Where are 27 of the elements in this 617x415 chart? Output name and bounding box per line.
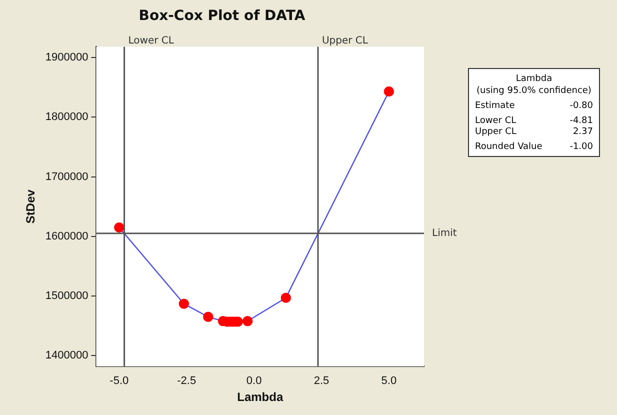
x-axis-title: Lambda bbox=[237, 390, 284, 404]
x-tick-label: 5.0 bbox=[381, 375, 397, 388]
y-tick-label: 1400000 bbox=[45, 350, 88, 362]
x-tick-label: -5.0 bbox=[110, 375, 129, 388]
y-tick-label: 1700000 bbox=[45, 170, 88, 183]
text: -1.00 bbox=[570, 142, 593, 152]
text: 2.37 bbox=[572, 127, 593, 137]
text: (using 95.0% confidence) bbox=[476, 86, 592, 96]
ref-line-label: Limit bbox=[432, 228, 457, 240]
text: -4.81 bbox=[570, 116, 593, 126]
y-tick-label: 1500000 bbox=[45, 290, 88, 302]
text: Upper CL bbox=[475, 127, 516, 137]
x-tick-label: 2.5 bbox=[314, 375, 330, 388]
x-tick-label: -2.5 bbox=[177, 375, 196, 388]
text: -0.80 bbox=[570, 101, 593, 111]
chart-title: Box-Cox Plot of DATA bbox=[138, 8, 306, 24]
text: Rounded Value bbox=[475, 142, 542, 152]
y-tick-label: 1800000 bbox=[45, 111, 88, 124]
y-tick-label: 1900000 bbox=[45, 52, 88, 64]
text: Lower CL bbox=[475, 116, 516, 126]
text: Lambda bbox=[514, 74, 554, 84]
ref-line-label: Lower CL bbox=[128, 35, 174, 46]
text: Estimate bbox=[475, 101, 515, 111]
y-tick-label: 1600000 bbox=[45, 230, 88, 242]
ref-line-label: Upper CL bbox=[322, 35, 368, 46]
y-axis-title: StDev bbox=[24, 189, 38, 224]
x-tick-label: 0.0 bbox=[246, 375, 262, 388]
